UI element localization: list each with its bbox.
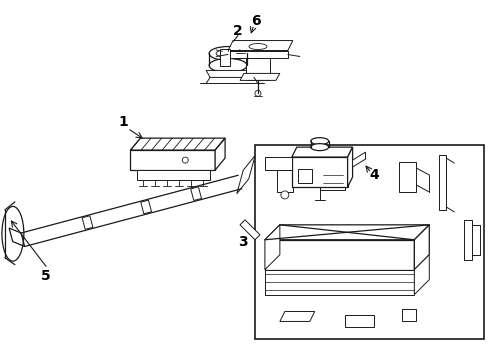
Text: 4: 4 — [369, 168, 379, 182]
Circle shape — [255, 90, 261, 96]
Polygon shape — [130, 150, 215, 170]
Polygon shape — [344, 315, 374, 328]
Polygon shape — [228, 50, 288, 58]
Text: 2: 2 — [233, 23, 243, 37]
Ellipse shape — [209, 46, 247, 60]
Ellipse shape — [311, 138, 329, 145]
Polygon shape — [215, 138, 225, 170]
Polygon shape — [9, 228, 24, 247]
Polygon shape — [240, 73, 280, 80]
Polygon shape — [353, 152, 366, 167]
Polygon shape — [415, 255, 429, 294]
Polygon shape — [255, 145, 484, 339]
Polygon shape — [265, 270, 415, 294]
Polygon shape — [298, 169, 312, 183]
Polygon shape — [347, 147, 353, 187]
Polygon shape — [439, 155, 446, 210]
Polygon shape — [415, 225, 429, 270]
Polygon shape — [82, 216, 93, 229]
Polygon shape — [141, 200, 151, 214]
Polygon shape — [191, 187, 201, 201]
Ellipse shape — [216, 50, 240, 58]
Polygon shape — [402, 310, 416, 321]
Ellipse shape — [311, 144, 329, 150]
Text: 1: 1 — [119, 115, 128, 129]
Polygon shape — [220, 49, 230, 67]
Polygon shape — [265, 157, 292, 170]
Ellipse shape — [209, 58, 247, 72]
Polygon shape — [228, 41, 293, 50]
Polygon shape — [277, 170, 293, 192]
Ellipse shape — [249, 44, 267, 50]
Polygon shape — [280, 311, 315, 321]
Polygon shape — [246, 58, 270, 80]
Text: 6: 6 — [251, 14, 261, 28]
Polygon shape — [237, 155, 255, 194]
Polygon shape — [130, 138, 225, 150]
Polygon shape — [240, 220, 260, 240]
Polygon shape — [265, 225, 429, 240]
Polygon shape — [265, 240, 415, 270]
Polygon shape — [206, 71, 254, 77]
Polygon shape — [137, 170, 210, 180]
Polygon shape — [464, 220, 472, 260]
Circle shape — [281, 191, 289, 199]
Polygon shape — [292, 157, 347, 187]
Polygon shape — [399, 162, 416, 192]
Polygon shape — [319, 165, 344, 190]
Polygon shape — [265, 225, 280, 270]
Polygon shape — [292, 147, 353, 157]
Circle shape — [182, 157, 188, 163]
Text: 3: 3 — [238, 235, 248, 249]
Text: 5: 5 — [41, 269, 50, 283]
